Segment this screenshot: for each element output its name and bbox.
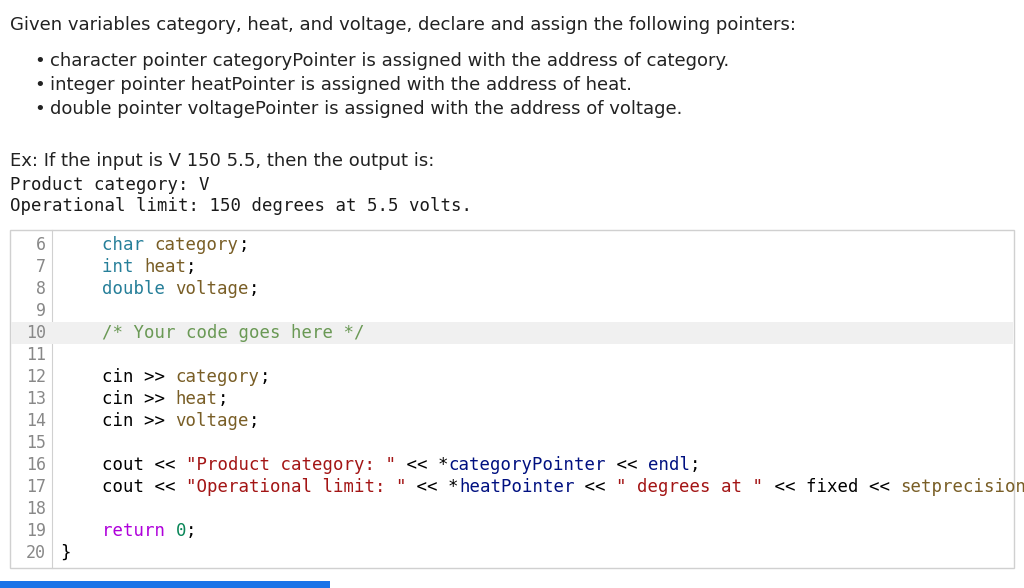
Text: double pointer voltagePointer is assigned with the address of voltage.: double pointer voltagePointer is assigne… [50,100,682,118]
Text: ;: ; [217,390,228,408]
Text: int: int [60,258,144,276]
Text: 16: 16 [26,456,46,474]
Text: Given variables category, heat, and voltage, declare and assign the following po: Given variables category, heat, and volt… [10,16,796,34]
Text: 11: 11 [26,346,46,364]
Text: char: char [60,236,155,254]
Text: •: • [34,100,45,118]
Text: << fixed <<: << fixed << [764,478,900,496]
Text: <<: << [574,478,616,496]
Text: 15: 15 [26,434,46,452]
Text: << *: << * [407,478,459,496]
Text: ;: ; [186,258,197,276]
Text: }: } [60,544,71,562]
Text: <<: << [606,456,648,474]
Text: ;: ; [186,522,197,540]
Bar [10,230,1014,568]
Text: ;: ; [259,368,270,386]
Text: cout <<: cout << [60,478,186,496]
Text: return: return [102,522,175,540]
Text: Product category: V: Product category: V [10,176,210,194]
Text: 18: 18 [26,500,46,518]
Text: category: category [155,236,239,254]
Text: character pointer categoryPointer is assigned with the address of category.: character pointer categoryPointer is ass… [50,52,729,70]
Text: cin >>: cin >> [60,412,175,430]
Text: Operational limit: 150 degrees at 5.5 volts.: Operational limit: 150 degrees at 5.5 vo… [10,197,472,215]
Text: heatPointer: heatPointer [459,478,574,496]
Text: " degrees at ": " degrees at " [616,478,764,496]
Text: endl: endl [648,456,690,474]
Bar [0,581,330,588]
Text: ;: ; [249,412,259,430]
Text: categoryPointer: categoryPointer [449,456,606,474]
Text: double: double [60,280,175,298]
Text: •: • [34,52,45,70]
Text: heat: heat [144,258,186,276]
Text: integer pointer heatPointer is assigned with the address of heat.: integer pointer heatPointer is assigned … [50,76,632,94]
Text: category: category [175,368,259,386]
Text: 19: 19 [26,522,46,540]
Text: 13: 13 [26,390,46,408]
Text: cout <<: cout << [60,456,186,474]
Text: voltage: voltage [175,412,249,430]
Text: /* Your code goes here */: /* Your code goes here */ [102,324,365,342]
Text: 10: 10 [26,324,46,342]
Text: 0: 0 [175,522,186,540]
Text: heat: heat [175,390,217,408]
Text: ;: ; [249,280,259,298]
Text: ;: ; [690,456,700,474]
Text: 9: 9 [36,302,46,320]
Text: "Operational limit: ": "Operational limit: " [186,478,407,496]
Text: cin >>: cin >> [60,390,175,408]
Text: voltage: voltage [175,280,249,298]
Text: cin >>: cin >> [60,368,175,386]
Text: "Product category: ": "Product category: " [186,456,396,474]
Text: ;: ; [239,236,249,254]
Bar [11,322,1013,344]
Text: << *: << * [396,456,449,474]
Text: setprecision: setprecision [900,478,1024,496]
Text: Ex: If the input is V 150 5.5, then the output is:: Ex: If the input is V 150 5.5, then the … [10,152,434,170]
Text: 8: 8 [36,280,46,298]
Text: •: • [34,76,45,94]
Text: 6: 6 [36,236,46,254]
Text: 14: 14 [26,412,46,430]
Text: 20: 20 [26,544,46,562]
Text: 17: 17 [26,478,46,496]
Text: 12: 12 [26,368,46,386]
Text: 7: 7 [36,258,46,276]
